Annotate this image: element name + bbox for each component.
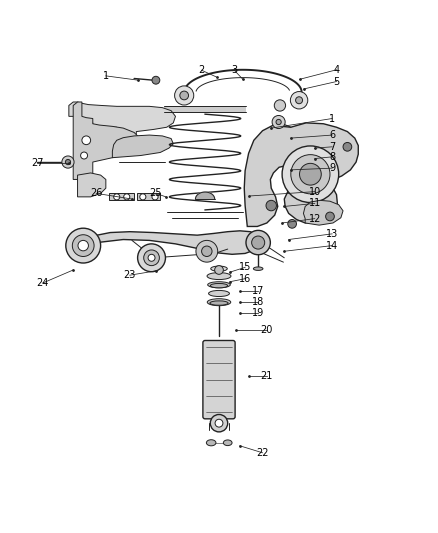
- Circle shape: [138, 244, 166, 272]
- Text: 5: 5: [333, 77, 339, 86]
- Circle shape: [325, 212, 334, 221]
- FancyBboxPatch shape: [203, 341, 235, 419]
- Circle shape: [266, 200, 276, 211]
- Circle shape: [152, 194, 158, 200]
- Circle shape: [72, 235, 94, 256]
- Polygon shape: [195, 192, 215, 199]
- Circle shape: [343, 142, 352, 151]
- Text: 18: 18: [252, 297, 264, 307]
- Text: 3: 3: [231, 65, 237, 75]
- Circle shape: [144, 250, 159, 265]
- Circle shape: [78, 240, 88, 251]
- Text: 12: 12: [308, 214, 321, 224]
- Circle shape: [180, 91, 188, 100]
- Ellipse shape: [206, 440, 216, 446]
- Circle shape: [282, 146, 339, 203]
- Polygon shape: [78, 231, 261, 254]
- Circle shape: [246, 230, 270, 255]
- Ellipse shape: [210, 284, 228, 288]
- Polygon shape: [73, 102, 138, 180]
- Text: 20: 20: [261, 325, 273, 335]
- Text: 8: 8: [329, 152, 335, 162]
- Circle shape: [148, 254, 155, 261]
- Circle shape: [276, 119, 281, 125]
- Text: 11: 11: [309, 198, 321, 208]
- Circle shape: [274, 100, 286, 111]
- Circle shape: [288, 220, 297, 228]
- Text: 15: 15: [239, 262, 251, 272]
- Ellipse shape: [211, 266, 227, 271]
- Ellipse shape: [210, 301, 228, 305]
- Text: 23: 23: [124, 270, 136, 280]
- Text: 10: 10: [309, 187, 321, 197]
- Circle shape: [215, 265, 223, 274]
- Circle shape: [65, 159, 71, 165]
- Circle shape: [291, 155, 330, 194]
- Circle shape: [175, 86, 194, 105]
- Circle shape: [215, 419, 223, 427]
- Circle shape: [196, 240, 218, 262]
- Text: 13: 13: [326, 229, 338, 239]
- Circle shape: [66, 228, 101, 263]
- Text: 14: 14: [326, 240, 338, 251]
- Text: 22: 22: [256, 448, 269, 458]
- Circle shape: [81, 152, 88, 159]
- Polygon shape: [69, 102, 176, 136]
- Polygon shape: [113, 135, 173, 158]
- Ellipse shape: [208, 282, 230, 288]
- Text: 1: 1: [103, 71, 109, 81]
- Text: 6: 6: [329, 130, 335, 140]
- Circle shape: [210, 415, 228, 432]
- Text: 25: 25: [150, 188, 162, 198]
- Circle shape: [296, 97, 303, 104]
- Text: 7: 7: [329, 142, 335, 152]
- Text: 17: 17: [252, 286, 265, 296]
- Ellipse shape: [253, 267, 263, 270]
- Circle shape: [124, 194, 130, 200]
- Ellipse shape: [207, 272, 231, 279]
- Ellipse shape: [208, 290, 230, 296]
- Polygon shape: [137, 193, 160, 200]
- Text: 2: 2: [198, 65, 205, 75]
- Text: 9: 9: [329, 163, 335, 173]
- Circle shape: [272, 116, 285, 128]
- Circle shape: [62, 156, 74, 168]
- Ellipse shape: [223, 440, 232, 446]
- Circle shape: [114, 194, 120, 200]
- Circle shape: [300, 163, 321, 185]
- Text: 24: 24: [36, 278, 49, 288]
- Polygon shape: [110, 193, 134, 200]
- Text: 4: 4: [333, 65, 339, 75]
- Circle shape: [82, 136, 91, 144]
- Polygon shape: [304, 200, 343, 225]
- Circle shape: [201, 246, 212, 256]
- Polygon shape: [244, 123, 358, 227]
- Text: 27: 27: [31, 158, 43, 168]
- Circle shape: [152, 76, 160, 84]
- Text: 26: 26: [90, 188, 102, 198]
- Circle shape: [290, 92, 308, 109]
- Polygon shape: [78, 173, 106, 197]
- Text: 21: 21: [261, 371, 273, 381]
- Ellipse shape: [207, 298, 231, 305]
- Circle shape: [252, 236, 265, 249]
- Text: 1: 1: [329, 114, 335, 124]
- Text: 16: 16: [239, 273, 251, 284]
- Circle shape: [140, 194, 146, 200]
- Text: 19: 19: [252, 308, 264, 318]
